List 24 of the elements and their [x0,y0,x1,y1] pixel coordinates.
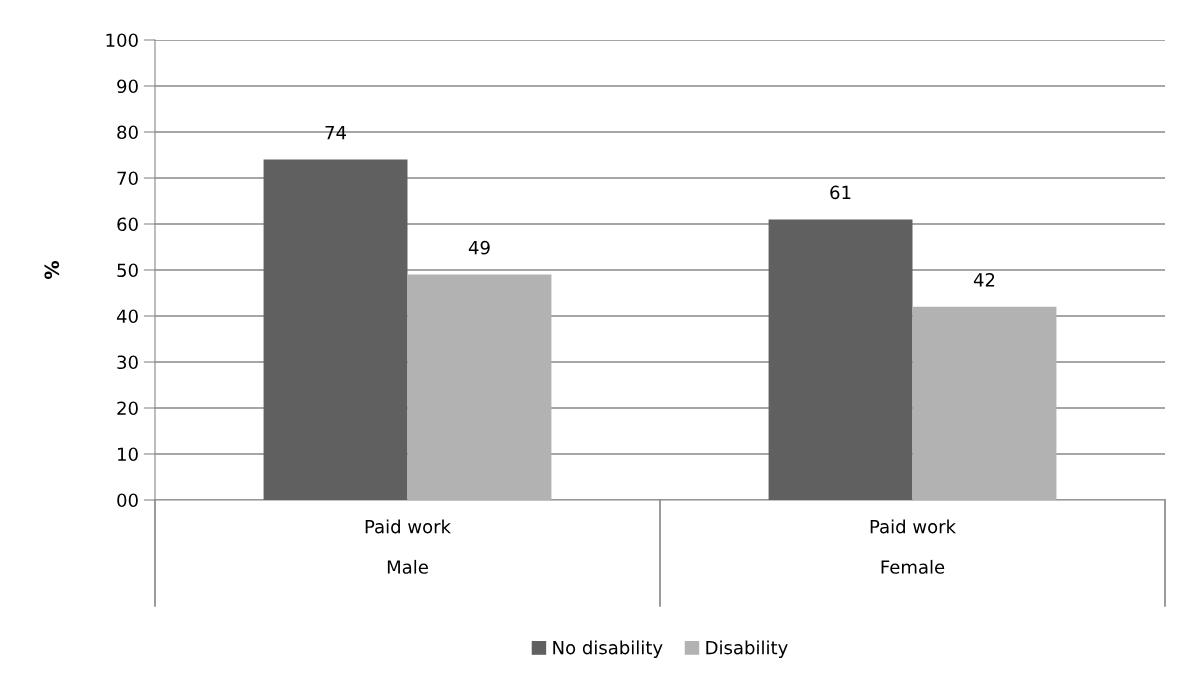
y-tick-label: 20 [117,401,138,416]
bar [407,274,552,500]
y-tick-label: 00 [117,493,138,508]
data-label: 49 [468,240,490,255]
data-label: 42 [973,272,995,287]
y-tick-label: 70 [117,171,138,186]
y-tick-label: 40 [116,309,138,324]
category-label: Paid work Female [870,519,956,574]
y-tick-label: 60 [117,217,138,232]
legend-label: Disability [706,640,788,658]
y-axis-title: % [44,260,60,280]
bar [768,219,913,500]
bar [263,159,408,500]
y-tick-label: 100 [106,33,138,48]
category-label: Paid work Male [365,519,451,574]
data-label: 61 [830,185,851,200]
legend-label: No disability [553,640,663,658]
y-tick-label: 30 [117,355,138,370]
y-tick-label: 80 [117,125,138,140]
bar [912,306,1057,500]
y-tick-label: 50 [117,263,138,278]
y-tick-label: 10 [118,447,138,462]
data-label: 74 [325,126,347,140]
y-tick-label: 90 [117,79,138,94]
